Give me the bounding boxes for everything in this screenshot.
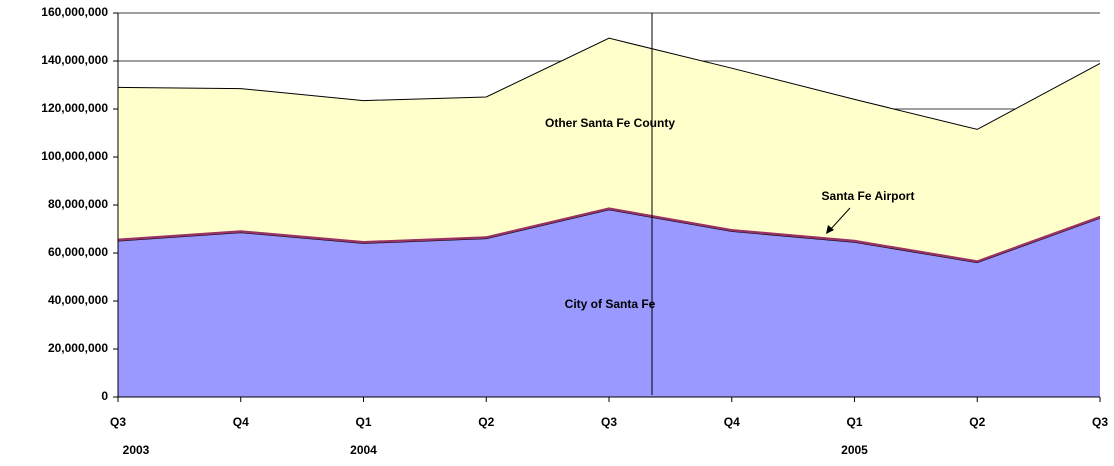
x-tick-label: Q3	[110, 415, 126, 429]
y-tick-label: 40,000,000	[48, 293, 108, 307]
y-tick-label: 160,000,000	[41, 5, 108, 19]
area	[118, 209, 1100, 397]
annotation-arrow	[829, 207, 851, 231]
area-label: Santa Fe Airport	[822, 189, 915, 203]
y-tick-label: 140,000,000	[41, 53, 108, 67]
y-tick-label: 80,000,000	[48, 197, 108, 211]
y-tick-label: 120,000,000	[41, 101, 108, 115]
year-label: 2003	[123, 443, 150, 457]
arrow-head	[826, 225, 834, 234]
areas	[117, 37, 1101, 397]
y-tick-label: 100,000,000	[41, 149, 108, 163]
x-tick-label: Q1	[355, 415, 371, 429]
x-tick-label: Q4	[724, 415, 740, 429]
year-label: 2004	[350, 443, 377, 457]
area-label: City of Santa Fe	[565, 297, 656, 311]
y-tick-label: 20,000,000	[48, 341, 108, 355]
area	[118, 38, 1100, 261]
area-edge	[117, 37, 1101, 130]
y-tick-label: 0	[101, 389, 108, 403]
x-tick-label: Q1	[846, 415, 862, 429]
year-label: 2005	[841, 443, 868, 457]
y-tick-label: 60,000,000	[48, 245, 108, 259]
x-tick-label: Q2	[478, 415, 494, 429]
x-tick-label: Q3	[601, 415, 617, 429]
area-label: Other Santa Fe County	[545, 116, 675, 130]
x-tick-label: Q3	[1092, 415, 1108, 429]
x-tick-label: Q2	[969, 415, 985, 429]
x-tick-label: Q4	[233, 415, 249, 429]
